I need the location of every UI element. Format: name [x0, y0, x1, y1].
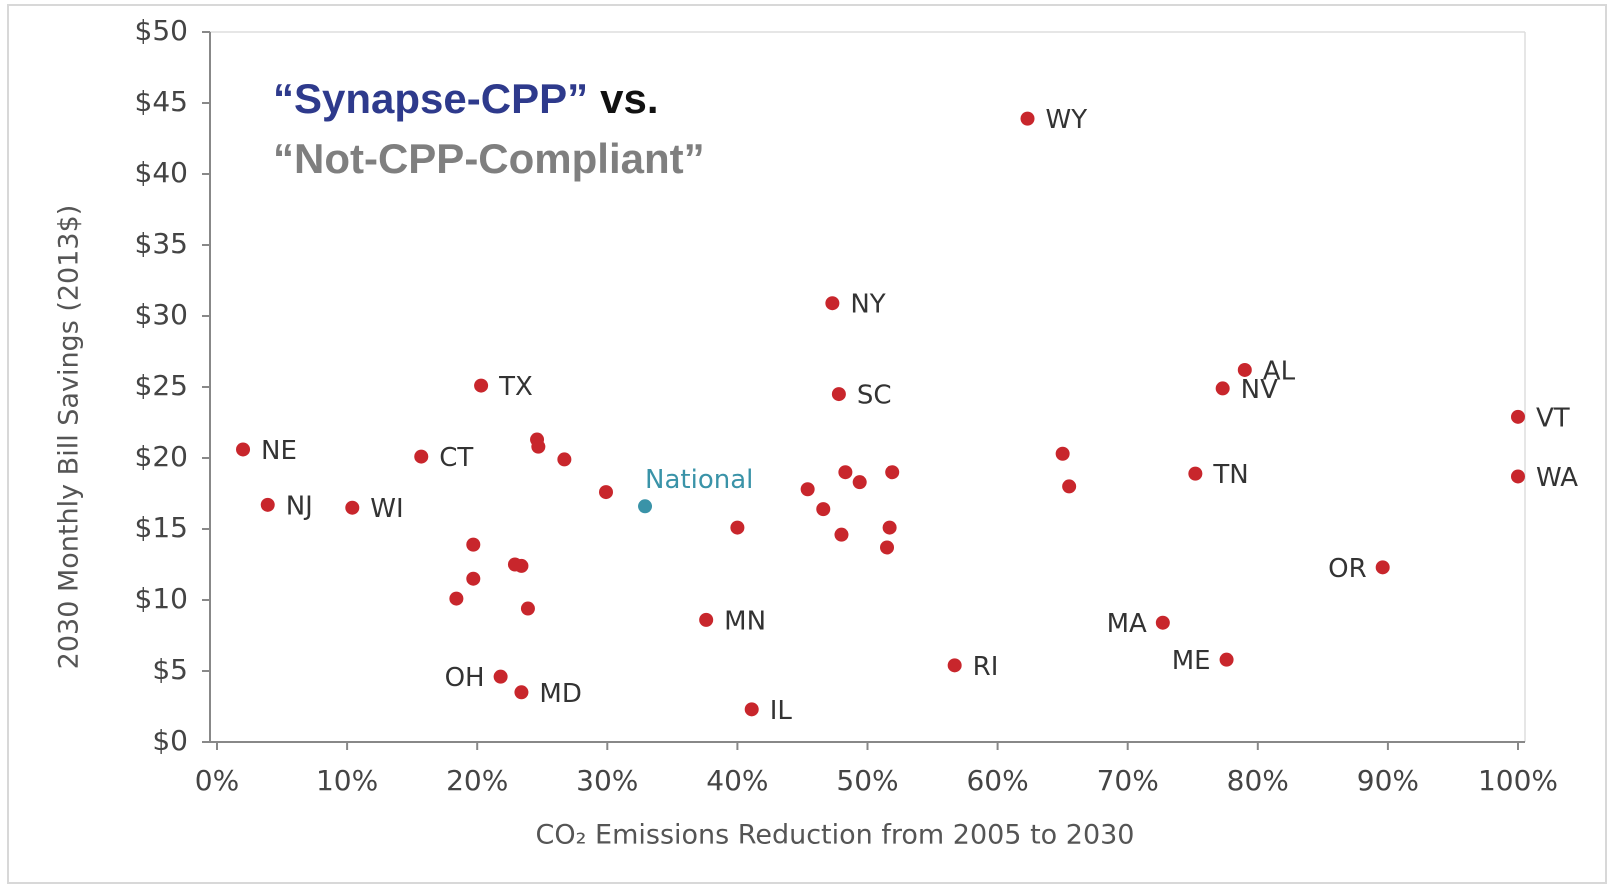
point — [838, 465, 853, 480]
point — [414, 449, 429, 464]
point-label: NE — [261, 436, 297, 466]
point — [834, 527, 849, 542]
point — [1055, 446, 1070, 461]
point — [1237, 362, 1252, 377]
y-tick-label: $35 — [135, 227, 188, 260]
point — [831, 387, 846, 402]
point — [730, 520, 745, 535]
point — [1215, 381, 1230, 396]
point — [816, 502, 831, 517]
point — [466, 537, 481, 552]
point — [520, 601, 535, 616]
point — [1062, 479, 1077, 494]
point-label: NJ — [286, 491, 313, 521]
point — [947, 658, 962, 673]
point — [880, 540, 895, 555]
x-tick-label: 80% — [1227, 764, 1289, 797]
point — [885, 465, 900, 480]
point — [825, 296, 840, 311]
point — [474, 378, 489, 393]
y-tick-label: $25 — [135, 369, 188, 402]
point — [852, 475, 867, 490]
point — [345, 500, 360, 515]
point — [1375, 560, 1390, 575]
y-tick-label: $40 — [135, 156, 188, 189]
point — [699, 612, 714, 627]
point-label: IL — [770, 696, 793, 726]
point-label: RI — [973, 652, 999, 682]
point — [598, 485, 613, 500]
point-label: National — [645, 465, 753, 495]
point — [514, 558, 529, 573]
y-tick-label: $30 — [135, 298, 188, 331]
x-axis-label: CO₂ Emissions Reduction from 2005 to 203… — [536, 820, 1135, 851]
point — [800, 482, 815, 497]
point-label: MA — [1107, 609, 1147, 639]
annotation: “Not-CPP-Compliant” — [273, 135, 705, 182]
point-label: WA — [1536, 463, 1578, 493]
point — [493, 669, 508, 684]
point — [531, 439, 546, 454]
point-label: NV — [1241, 375, 1278, 405]
annotation-part: vs. — [600, 75, 658, 122]
point — [466, 571, 481, 586]
point-label: ME — [1172, 646, 1211, 676]
x-tick-label: 70% — [1097, 764, 1159, 797]
x-tick-label: 90% — [1357, 764, 1419, 797]
point — [744, 702, 759, 717]
annotation: “Synapse-CPP” vs. — [273, 75, 659, 122]
point — [449, 591, 464, 606]
point-label: MN — [724, 606, 766, 636]
x-tick-label: 30% — [576, 764, 638, 797]
point — [1188, 466, 1203, 481]
x-tick-label: 20% — [446, 764, 508, 797]
point — [1020, 111, 1035, 126]
x-tick-label: 100% — [1478, 764, 1558, 797]
point-label: AL — [1263, 356, 1296, 386]
y-axis-label: 2030 Monthly Bill Savings (2013$) — [54, 205, 85, 670]
point-label: CT — [439, 443, 473, 473]
y-tick-label: $0 — [152, 724, 188, 757]
point-label: NY — [850, 290, 885, 320]
point-label: OR — [1328, 554, 1367, 584]
annotation-part: “Synapse-CPP” — [273, 75, 588, 122]
point — [557, 452, 572, 467]
point-label: OH — [445, 663, 485, 693]
point-label: WY — [1046, 105, 1088, 135]
y-tick-label: $45 — [135, 85, 188, 118]
y-tick-label: $15 — [135, 511, 188, 544]
point — [882, 520, 897, 535]
frame — [7, 4, 1607, 884]
y-tick-label: $5 — [152, 653, 188, 686]
point-label: TN — [1212, 460, 1248, 490]
point — [1219, 652, 1234, 667]
y-tick-label: $10 — [135, 582, 188, 615]
point — [260, 497, 275, 512]
x-tick-label: 60% — [966, 764, 1028, 797]
point-label: MD — [539, 679, 581, 709]
point — [1511, 469, 1525, 484]
point-label: WI — [370, 494, 403, 524]
point — [1511, 409, 1525, 424]
point-label: VT — [1536, 403, 1570, 433]
point-label: SC — [857, 381, 892, 411]
point — [638, 499, 653, 514]
point-label: TX — [498, 372, 533, 402]
x-tick-label: 0% — [195, 764, 239, 797]
x-tick-label: 10% — [316, 764, 378, 797]
y-tick-label: $20 — [135, 440, 188, 473]
point — [514, 685, 529, 700]
x-tick-label: 50% — [836, 764, 898, 797]
point — [1155, 615, 1170, 630]
y-tick-label: $50 — [135, 14, 188, 47]
x-tick-label: 40% — [706, 764, 768, 797]
point — [236, 442, 251, 457]
